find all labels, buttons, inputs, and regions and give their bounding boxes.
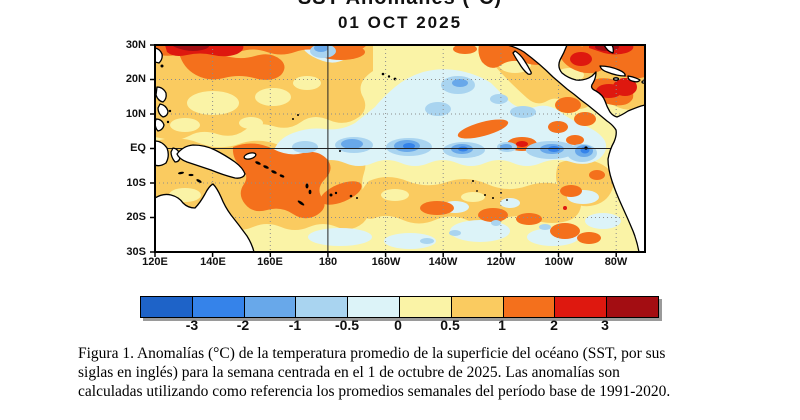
colorbar-segment	[295, 297, 348, 317]
colorbar-tick-label: 1	[498, 317, 506, 333]
colorbar-tick-label: 2	[550, 317, 558, 333]
colorbar-segment	[347, 297, 399, 317]
figure-title: SST Anomalies (°C)	[0, 0, 800, 10]
colorbar-tick-label: -3	[185, 317, 199, 333]
sst-anomaly-map	[150, 44, 646, 257]
grid-solid	[155, 45, 645, 252]
lon-label: 140E	[200, 256, 226, 268]
lat-label: 30N	[125, 39, 146, 51]
lon-label: 120W	[486, 256, 516, 268]
caption-line: calculadas utilizando como referencia lo…	[78, 383, 671, 400]
lon-label: 160E	[257, 256, 283, 268]
lat-label: 30S	[126, 246, 146, 258]
colorbar-segment	[191, 297, 244, 317]
lat-label: 20N	[125, 73, 146, 85]
lon-label: 120E	[142, 256, 168, 268]
colorbar-tick-label: -0.5	[334, 317, 360, 333]
caption-line: siglas en inglés) para la semana centrad…	[78, 364, 620, 381]
figure-date: 01 OCT 2025	[337, 13, 463, 32]
lat-label: EQ	[130, 142, 146, 154]
colorbar-segment	[141, 297, 192, 317]
figure-caption: Figura 1. Anomalías (°C) de la temperatu…	[78, 344, 730, 401]
colorbar-segment	[502, 297, 555, 317]
colorbar-tick-label: 0	[394, 317, 402, 333]
lat-label: 10S	[126, 177, 146, 189]
colorbar	[140, 296, 659, 318]
colorbar-segment	[606, 297, 658, 317]
lat-label: 10N	[125, 108, 146, 120]
colorbar-segment	[243, 297, 296, 317]
colorbar-segment	[450, 297, 503, 317]
colorbar-segment	[398, 297, 451, 317]
colorbar-tick-label: 0.5	[440, 317, 460, 333]
lon-label: 160W	[371, 256, 401, 268]
colorbar-tick-label: -1	[288, 317, 302, 333]
colorbar-segment	[554, 297, 607, 317]
landmasses	[155, 45, 645, 252]
lon-label: 140W	[428, 256, 458, 268]
colorbar-tick-label: 3	[601, 317, 609, 333]
axis-ticks	[150, 44, 617, 257]
lon-label: 100W	[544, 256, 574, 268]
lat-label: 20S	[126, 211, 146, 223]
colorbar-tick-label: -2	[236, 317, 250, 333]
caption-line: Figura 1. Anomalías (°C) de la temperatu…	[78, 345, 666, 362]
lon-label: 80W	[604, 256, 628, 268]
lon-label: 180	[318, 256, 338, 268]
